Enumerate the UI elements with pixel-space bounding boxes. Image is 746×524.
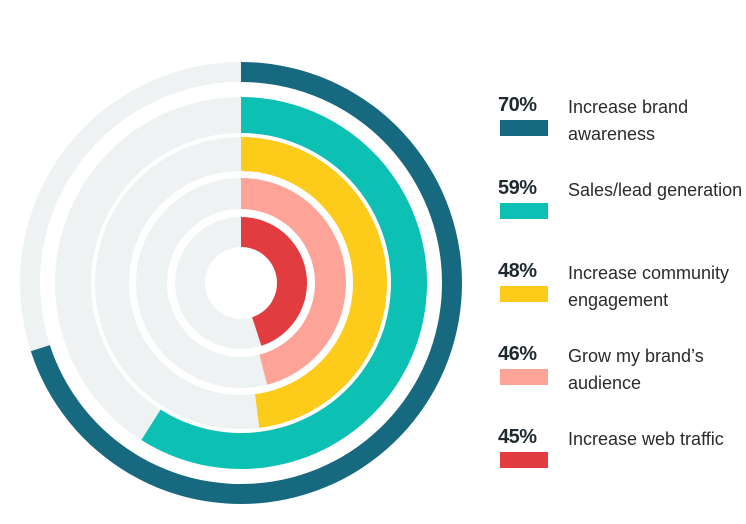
legend-label: Increase community engagement (568, 263, 730, 310)
legend-percent: 46% (498, 343, 537, 365)
legend-item: 48% Increase community engagement (498, 260, 746, 330)
legend-swatch (500, 369, 548, 385)
legend-percent: 70% (498, 94, 537, 116)
ring-bar (241, 217, 308, 346)
legend: 70% Increase brand awareness 59% Sales/l… (498, 0, 746, 524)
legend-item: 70% Increase brand awareness (498, 94, 746, 164)
legend-percent: 59% (498, 177, 537, 199)
legend-label: Increase brand awareness (568, 97, 689, 144)
legend-percent: 48% (498, 260, 537, 282)
ring-bar (241, 137, 388, 428)
ring-bar (141, 97, 428, 469)
legend-item: 59% Sales/lead generation (498, 177, 746, 247)
legend-label: Sales/lead generation (568, 180, 743, 200)
ring-bar (241, 178, 346, 385)
legend-swatch (500, 286, 548, 302)
legend-label: Increase web traffic (568, 429, 724, 449)
legend-swatch (500, 452, 548, 468)
legend-item: 46% Grow my brand’s audience (498, 343, 746, 413)
legend-percent: 45% (498, 426, 537, 448)
legend-item: 45% Increase web traffic (498, 426, 746, 496)
legend-swatch (500, 203, 548, 219)
legend-label: Grow my brand’s audience (568, 346, 704, 393)
legend-swatch (500, 120, 548, 136)
